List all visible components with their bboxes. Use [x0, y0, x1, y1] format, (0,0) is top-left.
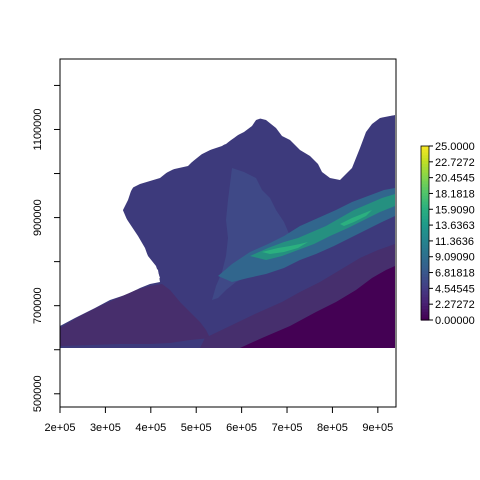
- colorbar-label: 25.0000: [435, 141, 475, 153]
- colorbar-label: 11.3636: [435, 236, 474, 248]
- x-tick-label: 5e+05: [181, 422, 212, 434]
- x-tick-label: 3e+05: [90, 422, 121, 434]
- colorbar-label: 20.4545: [435, 173, 475, 185]
- colorbar-label: 9.09090: [435, 252, 475, 264]
- y-tick-label: 700000: [32, 287, 44, 324]
- y-tick-label: 1100000: [32, 108, 44, 150]
- colorbar-label: 22.7272: [435, 157, 475, 169]
- x-tick-label: 7e+05: [272, 422, 303, 434]
- x-tick-label: 6e+05: [226, 422, 257, 434]
- colorbar-label: 2.27272: [435, 299, 475, 311]
- x-axis: 2e+05 3e+05 4e+05 5e+05 6e+05 7e+05 8e+05 9e+05: [45, 407, 394, 434]
- y-tick-label: 900000: [32, 199, 44, 236]
- x-tick-label: 2e+05: [45, 422, 76, 434]
- y-tick-label: 500000: [32, 375, 44, 412]
- colorbar-label: 15.9090: [435, 204, 475, 216]
- y-axis: 500000 700000 900000 1100000: [32, 85, 60, 412]
- colorbar: 0.00000 2.27272 4.54545 6.81818 9.09090 11.36…: [421, 141, 475, 327]
- x-tick-label: 9e+05: [362, 422, 393, 434]
- x-tick-label: 8e+05: [317, 422, 348, 434]
- no-data-band: [60, 348, 396, 407]
- map-raster: [60, 60, 395, 348]
- colorbar-label: 6.81818: [435, 268, 475, 280]
- colorbar-segment: [421, 146, 429, 150]
- colorbar-label: 0.00000: [435, 315, 475, 327]
- x-tick-label: 4e+05: [135, 422, 166, 434]
- colorbar-label: 13.6363: [435, 220, 475, 232]
- colorbar-label: 18.1818: [435, 188, 475, 200]
- colorbar-label: 4.54545: [435, 283, 475, 295]
